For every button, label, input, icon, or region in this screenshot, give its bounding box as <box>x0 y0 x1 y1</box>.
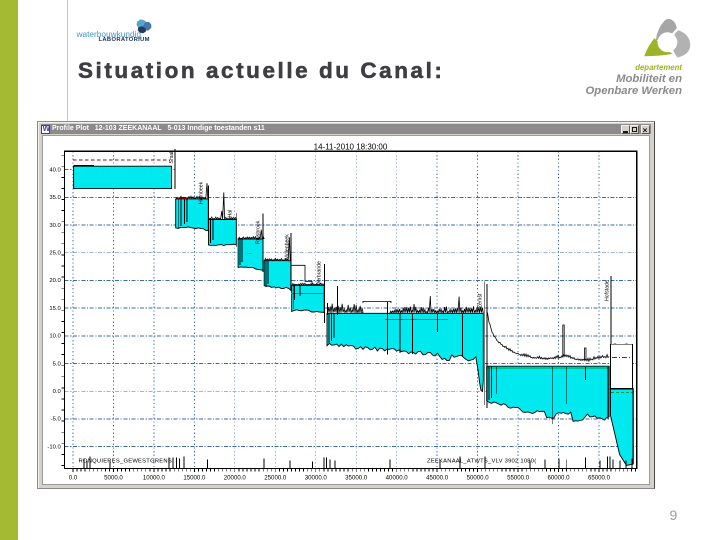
svg-text:50000.0: 50000.0 <box>467 474 490 481</box>
svg-text:15000.0: 15000.0 <box>183 474 206 481</box>
svg-text:35.0: 35.0 <box>49 195 61 201</box>
svg-text:10000.0: 10000.0 <box>143 474 166 481</box>
svg-text:Molenbeek: Molenbeek <box>285 234 291 260</box>
svg-text:-10.0: -10.0 <box>47 444 61 450</box>
svg-text:40000.0: 40000.0 <box>386 474 409 481</box>
svg-text:65000.0: 65000.0 <box>588 474 611 481</box>
svg-text:Humbeek: Humbeek <box>198 181 204 204</box>
svg-text:-5.0: -5.0 <box>51 417 62 423</box>
svg-text:30000.0: 30000.0 <box>305 474 328 481</box>
svg-text:Ruisbroek: Ruisbroek <box>256 220 262 244</box>
svg-text:60000.0: 60000.0 <box>547 474 570 481</box>
svg-text:Hofstade: Hofstade <box>605 280 611 301</box>
svg-text:45000.0: 45000.0 <box>426 474 449 481</box>
svg-text:20.0: 20.0 <box>49 278 61 284</box>
svg-text:Hal: Hal <box>228 210 234 218</box>
svg-text:10.0: 10.0 <box>49 334 61 340</box>
svg-text:Verbrande: Verbrande <box>317 261 323 285</box>
svg-text:RONQUIERES_GEWESTGRENS: RONQUIERES_GEWESTGRENS <box>79 459 172 465</box>
svg-text:0.0: 0.0 <box>69 474 78 481</box>
svg-text:35000.0: 35000.0 <box>345 474 368 481</box>
svg-text:55000.0: 55000.0 <box>507 474 530 481</box>
svg-text:5000.0: 5000.0 <box>104 474 123 481</box>
svg-text:25.0: 25.0 <box>49 251 61 257</box>
svg-text:40.0: 40.0 <box>49 167 61 173</box>
svg-text:Zemst: Zemst <box>478 293 484 308</box>
svg-text:5.0: 5.0 <box>53 361 62 367</box>
svg-text:0.0: 0.0 <box>53 389 62 395</box>
svg-text:15.0: 15.0 <box>49 306 61 312</box>
svg-text:30.0: 30.0 <box>49 223 61 229</box>
svg-text:Smal: Smal <box>169 152 175 164</box>
svg-text:ZEEKANAAL_ATWTS_VLV 3902 1080(: ZEEKANAAL_ATWTS_VLV 3902 1080( <box>427 459 536 465</box>
svg-text:14-11-2010 18:30:00: 14-11-2010 18:30:00 <box>314 142 388 151</box>
svg-text:20000.0: 20000.0 <box>224 474 247 481</box>
svg-text:25000.0: 25000.0 <box>264 474 287 481</box>
